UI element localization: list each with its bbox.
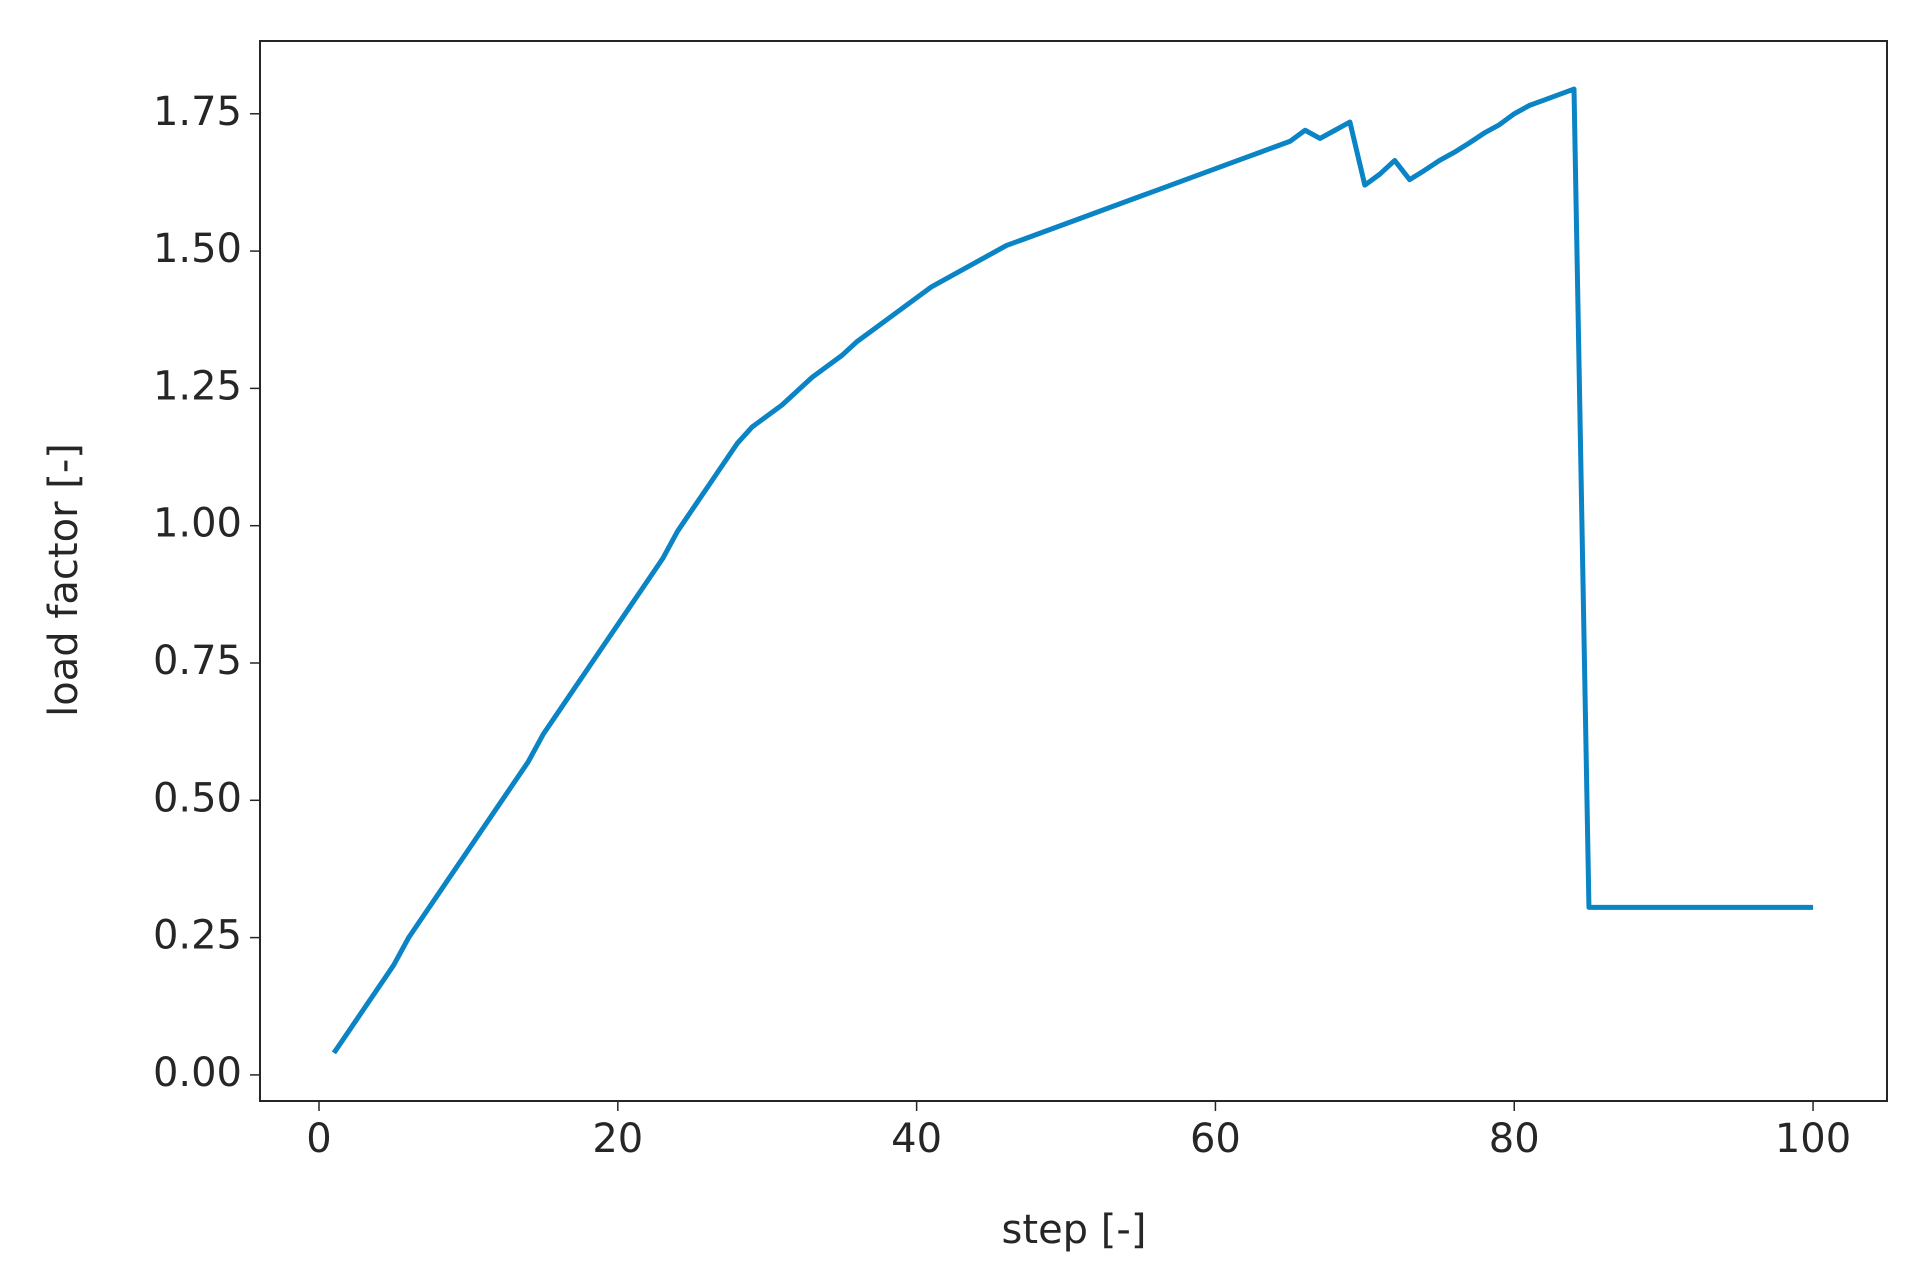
x-tick-label: 60 xyxy=(1190,1116,1241,1162)
x-axis-label: step [-] xyxy=(1002,1207,1147,1253)
y-tick-label: 0.75 xyxy=(153,638,242,684)
y-tick-label: 1.00 xyxy=(153,501,242,547)
y-tick-label: 1.75 xyxy=(153,89,242,135)
y-tick-label: 0.00 xyxy=(153,1050,242,1096)
y-tick-label: 1.50 xyxy=(153,226,242,272)
y-axis-label: load factor [-] xyxy=(41,443,87,717)
x-tick-label: 100 xyxy=(1775,1116,1851,1162)
y-tick-label: 0.25 xyxy=(153,913,242,959)
plot-frame xyxy=(259,40,1888,1102)
y-tick-label: 1.25 xyxy=(153,363,242,409)
data-line xyxy=(331,86,1814,1055)
x-tick-label: 20 xyxy=(592,1116,643,1162)
x-tick-label: 0 xyxy=(306,1116,331,1162)
x-tick-label: 40 xyxy=(891,1116,942,1162)
x-tick-label: 80 xyxy=(1489,1116,1540,1162)
y-tick-label: 0.50 xyxy=(153,775,242,821)
